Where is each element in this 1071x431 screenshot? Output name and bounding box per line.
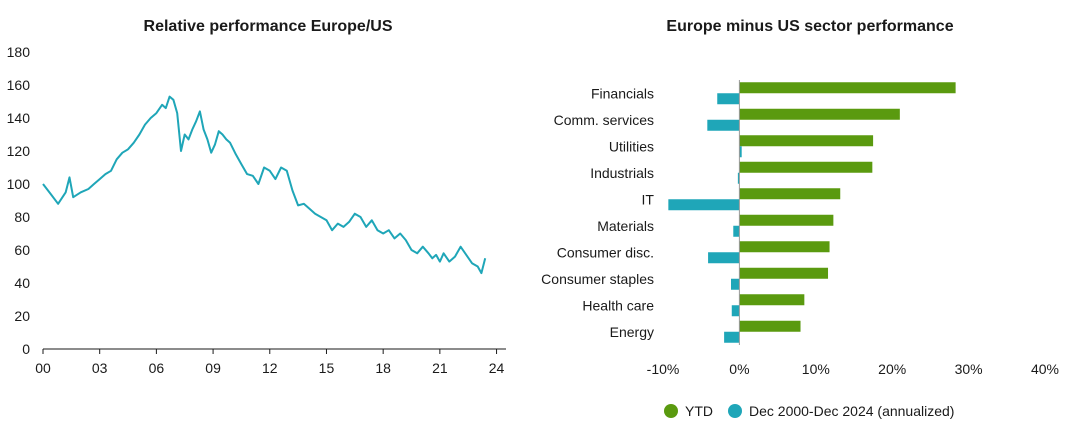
x-tick-label: 21 [432,360,448,376]
category-label: Consumer disc. [557,244,654,260]
category-label: IT [642,191,655,207]
x-tick-label: 40% [1031,361,1059,377]
bar-ytd [739,294,805,306]
bar-chart: Financials Comm. services Utilities Industr… [541,80,1059,377]
y-tick-label: 100 [7,176,31,192]
legend-marker-annualized [728,404,742,418]
y-tick-label: 160 [7,77,31,93]
category-label: Financials [591,85,654,101]
bar-ytd [739,214,834,226]
category-label: Comm. services [554,112,654,128]
x-tick-label: 30% [955,361,983,377]
bar-annualized [739,146,742,158]
category-label: Consumer staples [541,271,654,287]
bar-annualized [708,252,740,264]
bar-chart-title: Europe minus US sector performance [666,18,953,35]
bar-ytd [739,135,874,147]
line-chart: 0 20 40 60 80 100 120 140 160 180 00 03 06 09 12 15 18 21… [7,44,506,376]
bar-annualized [733,225,740,237]
category-label: Utilities [609,138,654,154]
bar-ytd [739,267,829,279]
bar-annualized [730,278,740,290]
series-line-relative-performance [42,95,487,275]
legend-label-annualized: Dec 2000-Dec 2024 (annualized) [749,403,954,419]
category-label: Health care [582,297,654,313]
bar-ytd [739,82,956,94]
bar-ytd [739,320,801,332]
x-tick-label: -10% [647,361,680,377]
bar-annualized [737,172,740,184]
bar-ytd [739,241,830,253]
legend: YTD Dec 2000-Dec 2024 (annualized) [664,403,954,419]
bar-annualized [731,305,740,317]
x-tick-label: 24 [489,360,505,376]
bar-ytd [739,188,841,200]
bar-ytd [739,161,873,173]
x-tick-label: 0% [729,361,749,377]
bar-annualized [707,119,740,131]
y-tick-label: 180 [7,44,31,60]
category-label: Materials [597,218,654,234]
x-tick-label: 10% [802,361,830,377]
bar-annualized [668,199,740,211]
y-tick-label: 140 [7,110,31,126]
category-label: Industrials [590,165,654,181]
legend-marker-ytd [664,404,678,418]
x-tick-label: 18 [375,360,391,376]
y-tick-label: 120 [7,143,31,159]
x-tick-label: 00 [35,360,51,376]
x-tick-label: 15 [319,360,335,376]
x-tick-label: 12 [262,360,278,376]
y-tick-label: 0 [22,341,30,357]
line-chart-title: Relative performance Europe/US [144,18,393,35]
bar-annualized [724,331,740,343]
y-tick-label: 60 [14,242,30,258]
y-tick-label: 80 [14,209,30,225]
x-tick-label: 20% [878,361,906,377]
bar-ytd [739,108,900,120]
x-tick-label: 03 [92,360,108,376]
bar-annualized [717,93,740,105]
y-tick-label: 20 [14,308,30,324]
x-tick-label: 06 [149,360,165,376]
x-tick-label: 09 [205,360,221,376]
legend-label-ytd: YTD [685,403,713,419]
category-label: Energy [610,324,654,340]
y-tick-label: 40 [14,275,30,291]
